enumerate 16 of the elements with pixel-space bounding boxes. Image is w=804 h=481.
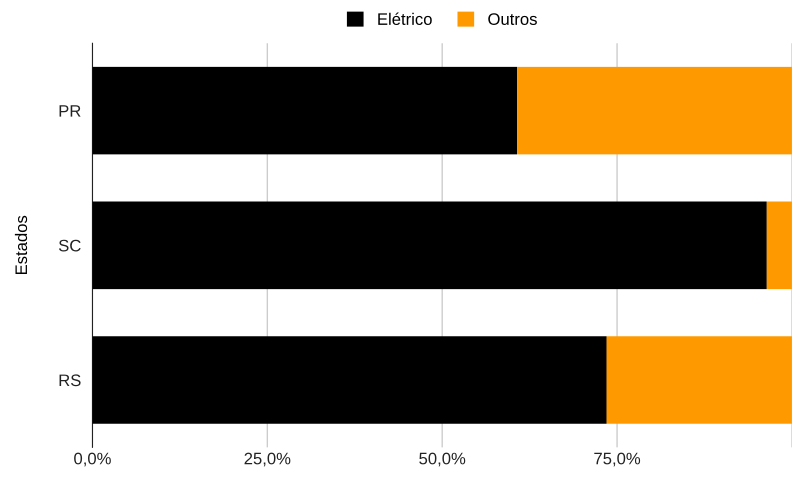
bar <box>606 336 792 424</box>
x-tick-label: 25,0% <box>244 452 290 466</box>
y-axis-title: Estados <box>14 216 28 274</box>
legend-label: Outros <box>488 13 537 25</box>
legend-label: Elétrico <box>378 12 432 25</box>
x-tick-label: 0,0% <box>74 452 111 466</box>
bar <box>92 202 767 290</box>
y-tick-label: PR <box>60 105 81 117</box>
bar <box>92 66 518 154</box>
y-tick-label: SC <box>58 240 81 252</box>
y-tick-label: RS <box>60 374 81 386</box>
bar <box>517 66 792 154</box>
x-tick-label: 75,0% <box>594 452 640 466</box>
bar <box>92 336 607 424</box>
bar <box>766 202 792 290</box>
x-tick-label: 50,0% <box>419 452 466 466</box>
